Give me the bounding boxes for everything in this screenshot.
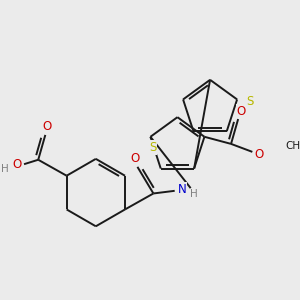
Text: H: H	[1, 164, 8, 174]
Text: O: O	[255, 148, 264, 161]
Text: S: S	[246, 95, 253, 108]
Text: O: O	[43, 120, 52, 134]
Text: O: O	[130, 152, 140, 165]
Text: N: N	[177, 182, 186, 196]
Text: O: O	[12, 158, 22, 171]
Text: H: H	[190, 189, 198, 200]
Text: CH₃: CH₃	[285, 141, 300, 151]
Text: O: O	[236, 105, 245, 118]
Text: S: S	[149, 141, 157, 154]
